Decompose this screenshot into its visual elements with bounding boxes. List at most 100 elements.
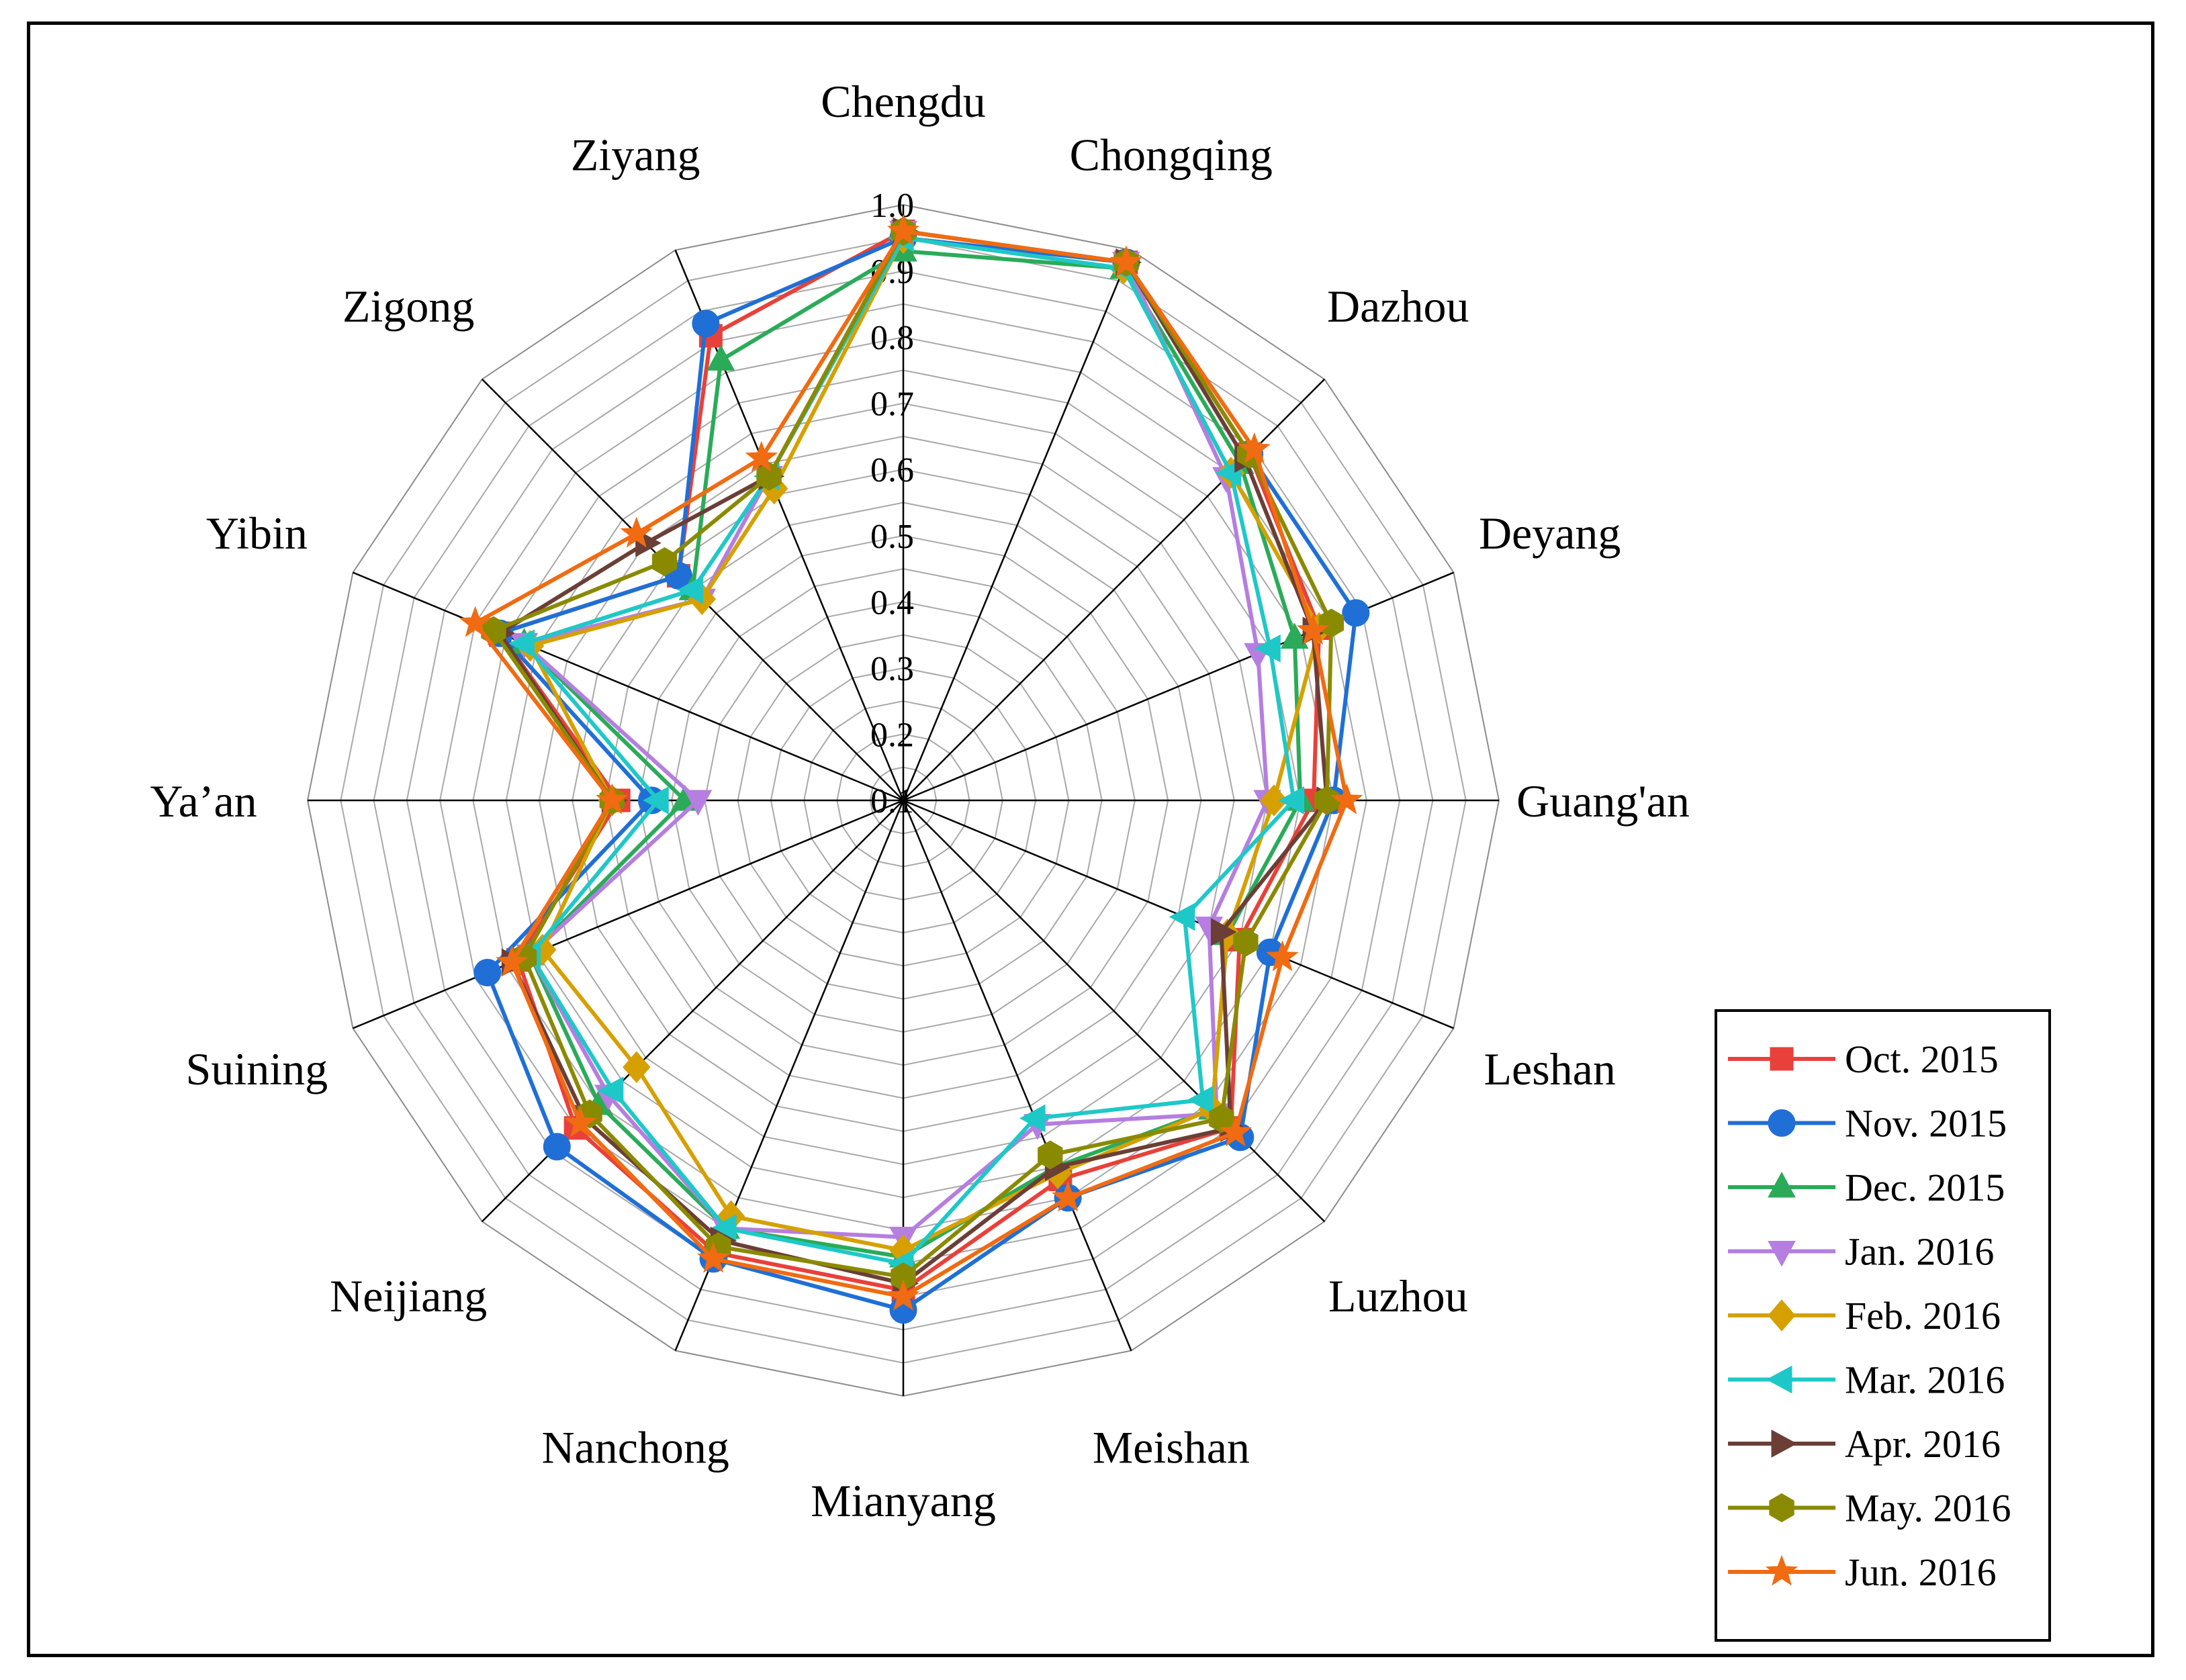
tick-label: 0.4: [870, 584, 914, 622]
data-point: [651, 547, 678, 577]
data-point: [1278, 786, 1304, 814]
tick-label: 0.2: [870, 716, 914, 754]
data-point: [684, 790, 713, 816]
data-point: [1296, 613, 1330, 645]
category-label: Yibin: [206, 508, 308, 559]
data-point: [620, 516, 653, 548]
tick-label: 0.3: [870, 650, 914, 688]
data-point: [563, 1106, 597, 1137]
data-point: [1238, 432, 1271, 463]
legend-entry: May. 2016: [1728, 1487, 2011, 1530]
data-point: [886, 1279, 920, 1311]
category-labels: Chengdu Chongqing Dazhou Deyang Guang'an Lesh…: [150, 76, 1690, 1526]
series-jun-2016: [459, 214, 1363, 1311]
category-label: Ziyang: [571, 129, 700, 180]
tick-label: 0.6: [870, 451, 914, 489]
data-point: [692, 310, 720, 338]
data-point: [1187, 1086, 1214, 1114]
category-label: Luzhou: [1328, 1270, 1468, 1321]
legend-swatch-marker: [1768, 1109, 1796, 1137]
data-point: [1169, 902, 1195, 931]
chart-frame: 0.1 0.2 0.3 0.4 0.5 0.6 0.7 0.8 0.9 1.0 Chengdu Ch…: [27, 21, 2154, 1657]
legend-label: Jan. 2016: [1845, 1230, 1994, 1274]
legend-swatch-marker: [1769, 1493, 1794, 1523]
legend-entry: Dec. 2015: [1728, 1166, 2005, 1209]
legend-swatch-marker: [1768, 1299, 1796, 1332]
category-label: Chongqing: [1070, 129, 1273, 180]
data-point: [1330, 783, 1363, 814]
data-point: [1280, 622, 1309, 649]
legend-label: May. 2016: [1845, 1487, 2011, 1530]
legend-swatch-marker: [1768, 1241, 1796, 1267]
axis-spoke: [353, 799, 904, 1029]
data-point: [756, 461, 782, 491]
legend-swatch-marker: [1770, 1047, 1794, 1071]
category-label: Guang'an: [1516, 776, 1690, 827]
data-point: [707, 344, 735, 371]
data-point: [1109, 245, 1143, 277]
tick-label: 0.7: [870, 385, 914, 424]
data-point: [643, 786, 669, 814]
data-point: [886, 214, 920, 245]
data-point: [1051, 1180, 1085, 1212]
legend-entry: Apr. 2016: [1728, 1422, 2001, 1466]
axis-spoke: [902, 250, 1132, 801]
category-label: Leshan: [1484, 1043, 1616, 1094]
data-point: [696, 1242, 730, 1273]
axis-spoke: [353, 571, 904, 802]
category-label: Deyang: [1479, 508, 1621, 559]
data-point: [473, 958, 502, 986]
data-point: [1233, 927, 1259, 957]
data-point: [1211, 918, 1237, 946]
category-label: Dazhou: [1327, 281, 1469, 332]
legend-entry: Oct. 2015: [1728, 1037, 1999, 1081]
data-point: [1255, 634, 1281, 663]
category-label: Suining: [185, 1043, 328, 1094]
category-label: Ya’an: [150, 776, 257, 827]
category-label: Neijiang: [330, 1270, 487, 1321]
legend-label: Jun. 2016: [1845, 1550, 1997, 1594]
data-point: [1342, 599, 1370, 627]
data-point: [596, 783, 629, 814]
tick-label: 0.8: [870, 319, 914, 357]
data-point: [543, 1133, 571, 1161]
legend-swatch-marker: [1768, 1171, 1796, 1198]
data-point: [1266, 940, 1299, 972]
tick-label: 0.1: [870, 782, 914, 821]
legend-label: Oct. 2015: [1845, 1037, 1999, 1081]
legend-entry: Mar. 2016: [1728, 1358, 2005, 1402]
data-point: [1318, 608, 1345, 638]
axis-spoke: [903, 800, 1326, 1223]
axis-spoke: [902, 800, 1132, 1351]
series-group: [459, 214, 1370, 1324]
data-point: [1209, 1104, 1234, 1133]
data-point: [508, 629, 535, 658]
axis-spoke: [903, 571, 1454, 802]
legend-entry: Jun. 2016: [1728, 1550, 1997, 1594]
legend-entry: Nov. 2015: [1728, 1102, 2007, 1146]
legend-label: Dec. 2015: [1845, 1166, 2005, 1209]
category-label: Meishan: [1093, 1422, 1250, 1473]
legend-entry: Jan. 2016: [1728, 1230, 1994, 1274]
category-label: Mianyang: [811, 1475, 996, 1526]
data-point: [1019, 1104, 1046, 1133]
legend-label: Apr. 2016: [1845, 1422, 2001, 1466]
data-point: [459, 606, 492, 637]
data-point: [1260, 784, 1288, 816]
data-point: [677, 575, 703, 604]
data-point: [597, 1076, 624, 1105]
legend: Oct. 2015 Nov. 2015 Dec. 2015 Jan. 2016 Feb.…: [1715, 1009, 2051, 1642]
radar-chart: 0.10.20.30.40.50.60.70.80.91.0 ChengduCh…: [150, 76, 2051, 1642]
tick-label: 1.0: [870, 187, 914, 225]
data-point: [1314, 786, 1340, 815]
category-label: Chengdu: [821, 76, 986, 127]
data-point: [496, 945, 529, 976]
legend-label: Mar. 2016: [1845, 1358, 2005, 1402]
data-point: [1038, 1140, 1063, 1170]
data-point: [623, 1051, 651, 1083]
legend-label: Nov. 2015: [1845, 1102, 2007, 1146]
data-point: [745, 440, 778, 472]
legend-swatch-marker: [1766, 1365, 1792, 1394]
legend-label: Feb. 2016: [1845, 1294, 2001, 1338]
tick-label: 0.5: [870, 518, 914, 556]
